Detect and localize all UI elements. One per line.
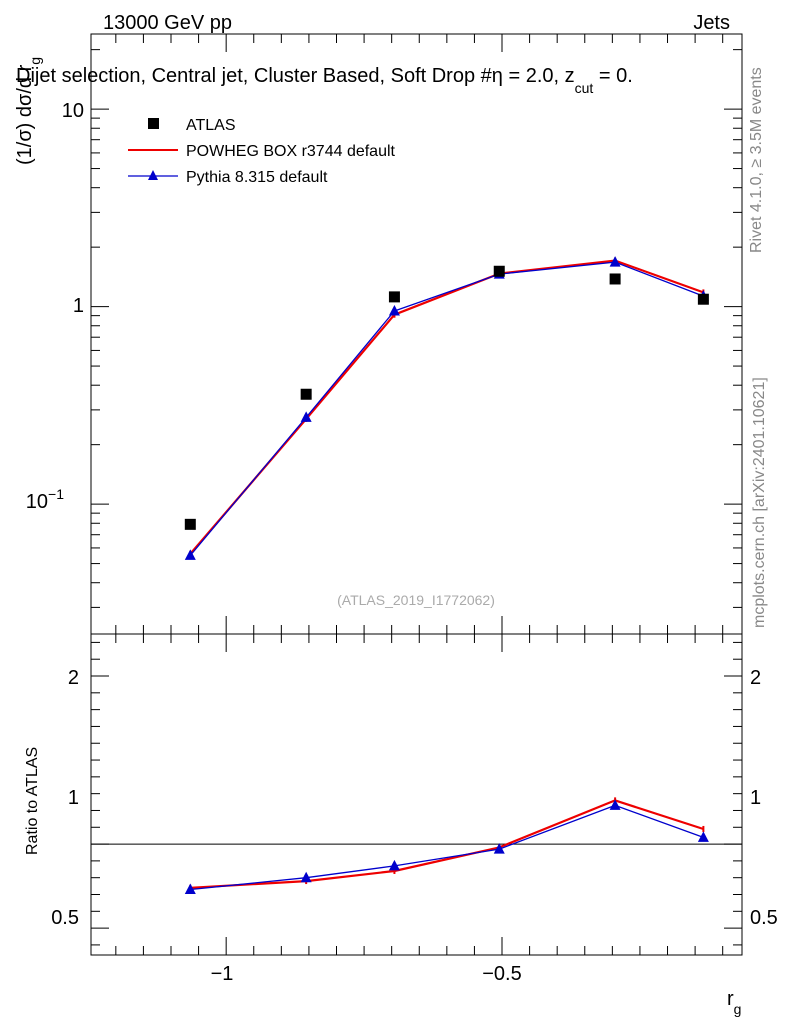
- pythia-ratio-marker: [697, 831, 709, 842]
- ratio-series-group: [184, 797, 709, 894]
- powheg-main-line: [189, 259, 704, 555]
- pythia-main-marker: [609, 256, 621, 267]
- ratio-ticks: [91, 641, 742, 946]
- pythia-ratio-line: [190, 804, 704, 891]
- selection-title-tail: = 0.: [593, 65, 632, 87]
- category-label: Jets: [693, 12, 730, 34]
- main-y-axis-title-text: (1/σ) dσ/d r: [14, 64, 36, 165]
- main-y-tick-label-10: 10: [62, 100, 84, 122]
- pythia-ratio-marker: [493, 843, 505, 854]
- ratio-y-tick-label-1-left: 1: [68, 787, 79, 809]
- selection-title-main: Dijet selection, Central jet, Cluster Ba…: [16, 65, 493, 87]
- main-y-ticks: [91, 49, 742, 608]
- pythia-main-marker: [300, 411, 312, 422]
- ratio-y-tick-label-0.5-left: 0.5: [51, 907, 79, 929]
- selection-title-cut-sub: cut: [575, 80, 594, 96]
- legend-atlas-marker: [148, 118, 159, 129]
- x-axis-title: rg: [727, 988, 741, 1017]
- pythia-main-marker: [388, 305, 400, 316]
- atlas-data-point: [609, 273, 621, 285]
- energy-label: 13000 GeV pp: [103, 12, 232, 34]
- pythia-ratio-marker: [388, 859, 400, 871]
- rivet-watermark: Rivet 4.1.0, ≥ 3.5M events: [748, 67, 765, 253]
- main-y-axis-title-sub: g: [27, 57, 43, 65]
- atlas-data-point: [493, 265, 505, 277]
- legend-pythia-label: Pythia 8.315 default: [186, 169, 328, 186]
- legend: ATLAS POWHEG BOX r3744 default Pythia 8.…: [128, 117, 396, 186]
- ratio-plot-frame: [90, 633, 743, 956]
- pythia-main-marker: [184, 549, 196, 560]
- mcplots-watermark: mcplots.cern.ch [arXiv:2401.10621]: [751, 377, 768, 628]
- ratio-y-tick-label-2-right: 2: [750, 667, 761, 689]
- main-y-tick-label-0.1: 10−1: [26, 486, 64, 513]
- ratio-y-tick-label-2-left: 2: [68, 667, 79, 689]
- ratio-y-tick-label-0.5-right: 0.5: [750, 907, 778, 929]
- x-tick-label-minus1: −1: [211, 963, 234, 985]
- legend-powheg-label: POWHEG BOX r3744 default: [186, 143, 396, 160]
- ratio-y-axis-title: Ratio to ATLAS: [24, 747, 41, 855]
- atlas-data-point: [300, 388, 312, 400]
- selection-title-eta: η = 2.0, z: [492, 65, 575, 87]
- main-y-tick-label-0.1-base: 10: [26, 491, 48, 513]
- selection-title: Dijet selection, Central jet, Cluster Ba…: [16, 65, 633, 96]
- main-y-axis-title: (1/σ) dσ/d rg: [14, 57, 43, 165]
- main-y-tick-label-0.1-exp: −1: [48, 486, 64, 502]
- pythia-main-line: [189, 261, 704, 556]
- main-series-group: [184, 256, 709, 560]
- legend-pythia-marker: [148, 170, 158, 180]
- pythia-ratio-marker: [300, 871, 312, 883]
- x-axis-title-text: r: [727, 988, 734, 1010]
- powheg-ratio-line: [190, 799, 704, 889]
- atlas-data-point: [184, 518, 196, 530]
- ratio-y-tick-label-1-right: 1: [750, 787, 761, 809]
- x-axis-title-sub: g: [734, 1001, 742, 1017]
- analysis-id: (ATLAS_2019_I1772062): [337, 592, 495, 608]
- atlas-data-point: [697, 293, 709, 305]
- main-x-ticks: [115, 34, 724, 955]
- pythia-ratio-marker: [184, 883, 196, 894]
- atlas-data-point: [388, 291, 400, 303]
- legend-atlas-label: ATLAS: [186, 117, 236, 134]
- x-tick-label-minus0.5: −0.5: [482, 963, 521, 985]
- main-y-tick-label-1: 1: [73, 295, 84, 317]
- pythia-ratio-marker: [609, 799, 621, 810]
